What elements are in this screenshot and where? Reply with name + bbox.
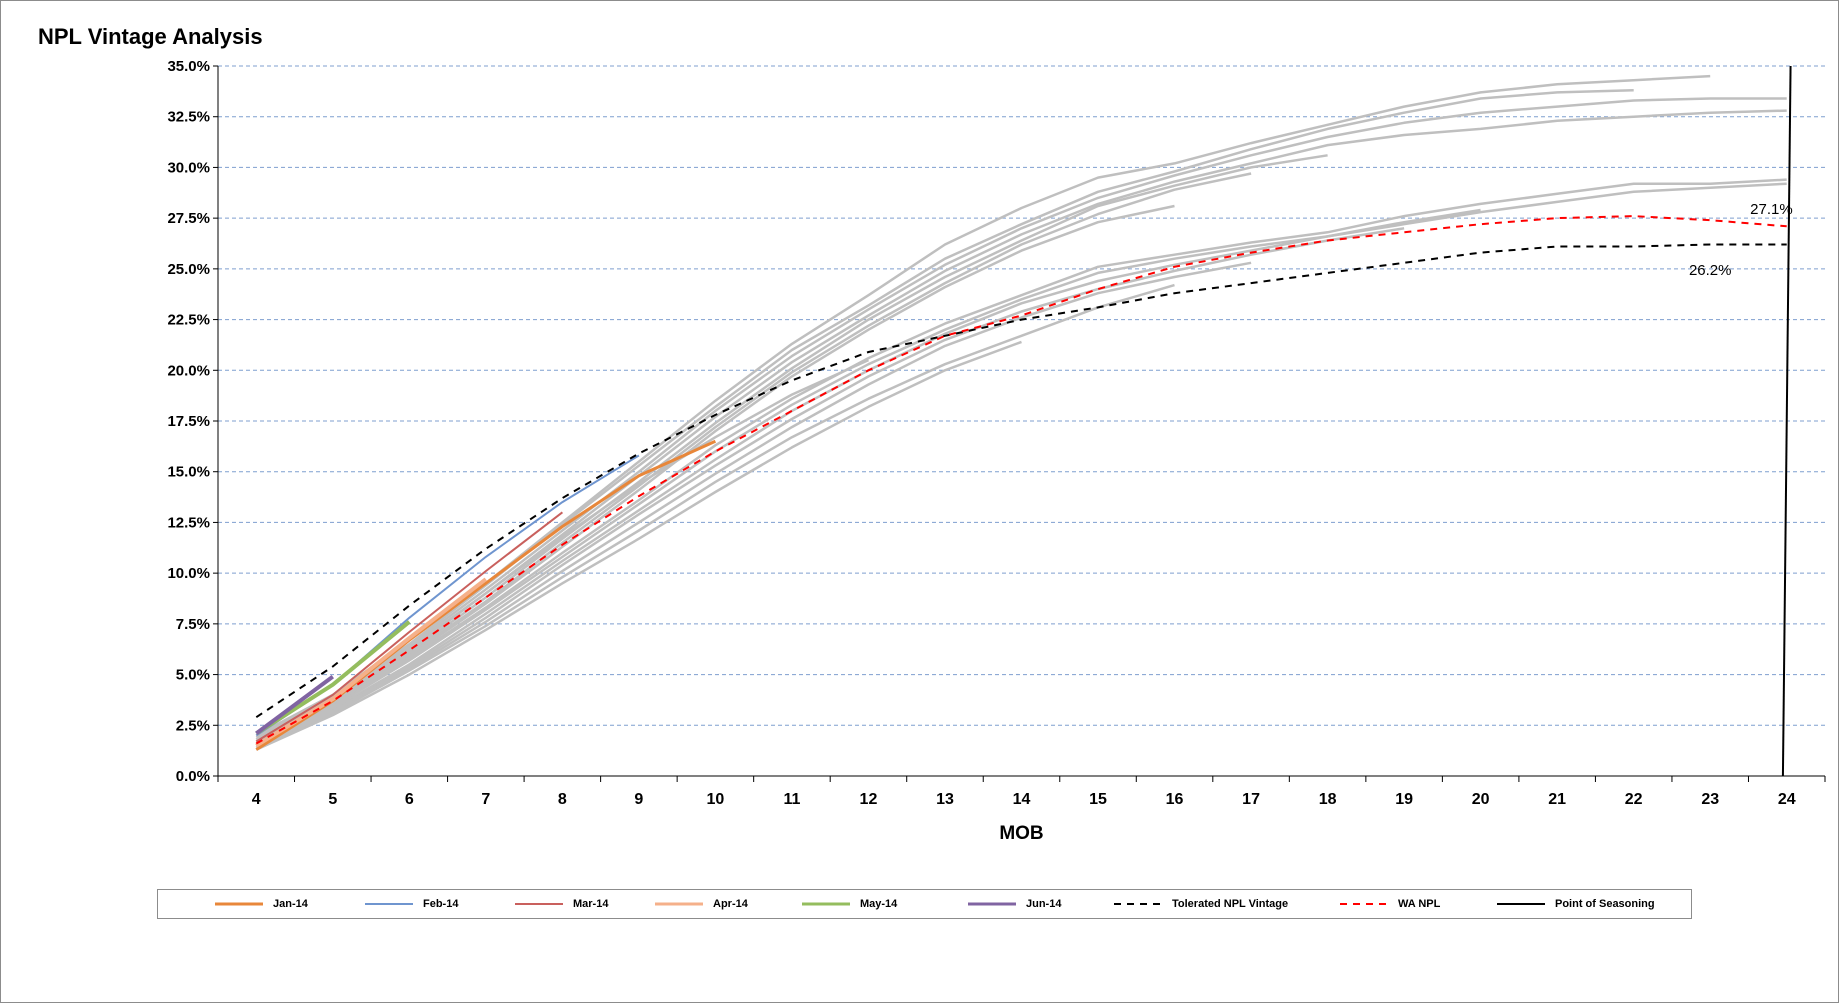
- y-tick-label: 20.0%: [167, 362, 210, 379]
- legend-item: Feb-14: [363, 890, 458, 918]
- y-tick-label: 10.0%: [167, 565, 210, 582]
- y-tick-label: 25.0%: [167, 261, 210, 278]
- x-tick-label: 17: [1242, 791, 1260, 808]
- legend-label: Tolerated NPL Vintage: [1172, 898, 1289, 910]
- x-tick-label: 6: [405, 791, 414, 808]
- legend-item: Apr-14: [653, 890, 748, 918]
- x-tick-label: 7: [481, 791, 490, 808]
- y-tick-label: 12.5%: [167, 514, 210, 531]
- legend-label: Feb-14: [423, 898, 459, 910]
- legend-label: Jan-14: [273, 898, 308, 910]
- y-tick-label: 15.0%: [167, 464, 210, 481]
- series-line-jun-14: [255, 674, 334, 736]
- legend-swatch: [655, 902, 703, 906]
- y-tick-label: 22.5%: [167, 312, 210, 329]
- y-tick-label: 5.0%: [176, 667, 210, 684]
- legend-swatch: [968, 902, 1016, 906]
- legend-swatch: [1497, 903, 1545, 905]
- y-tick-label: 30.0%: [167, 159, 210, 176]
- series-line-tolerated-npl-vintage: [255, 243, 1787, 719]
- legend-swatch: [515, 903, 563, 905]
- background-vintage-line: [255, 340, 1022, 751]
- legend-swatch: [365, 903, 413, 905]
- x-tick-label: 19: [1395, 791, 1413, 808]
- legend-item: Jan-14: [213, 890, 308, 918]
- y-tick-label: 2.5%: [176, 717, 210, 734]
- background-vintage-line: [255, 154, 1328, 743]
- x-tick-label: 8: [558, 791, 567, 808]
- x-tick-label: 21: [1548, 791, 1566, 808]
- x-tick-label: 14: [1013, 791, 1031, 808]
- x-tick-label: 12: [860, 791, 878, 808]
- data-label: 27.1%: [1750, 201, 1793, 218]
- x-tick-label: 16: [1166, 791, 1184, 808]
- x-tick-label: 23: [1701, 791, 1719, 808]
- x-tick-label: 22: [1625, 791, 1643, 808]
- background-vintage-line: [255, 227, 1405, 749]
- x-tick-label: 5: [328, 791, 337, 808]
- series-line-feb-14: [255, 454, 640, 737]
- legend-label: Jun-14: [1026, 898, 1062, 910]
- x-tick-label: 24: [1778, 791, 1796, 808]
- legend-swatch: [215, 902, 263, 906]
- x-tick-label: 13: [936, 791, 954, 808]
- y-tick-label: 7.5%: [176, 616, 210, 633]
- legend-label: Point of Seasoning: [1555, 898, 1655, 910]
- series-line-may-14: [255, 620, 411, 736]
- legend-swatch: [802, 902, 850, 906]
- legend-item: Point of Seasoning: [1495, 890, 1655, 918]
- chart-title: NPL Vintage Analysis: [38, 24, 263, 49]
- background-vintage-line: [255, 178, 1787, 745]
- background-vintage-line: [255, 172, 1252, 743]
- legend-item: Mar-14: [513, 890, 608, 918]
- background-vintage-line: [255, 182, 1787, 747]
- x-tick-label: 4: [252, 791, 261, 808]
- legend-label: WA NPL: [1398, 898, 1441, 910]
- legend-item: WA NPL: [1338, 890, 1440, 918]
- background-vintage-line: [255, 283, 1175, 751]
- x-tick-label: 15: [1089, 791, 1107, 808]
- x-axis-label: MOB: [999, 823, 1043, 844]
- legend-item: Jun-14: [966, 890, 1061, 918]
- series-line-wa-npl: [255, 215, 1787, 745]
- x-tick-label: 20: [1472, 791, 1490, 808]
- y-tick-label: 0.0%: [176, 768, 210, 785]
- y-tick-label: 27.5%: [167, 210, 210, 227]
- point-of-seasoning-line: [1781, 65, 1792, 777]
- legend-item: Tolerated NPL Vintage: [1112, 890, 1288, 918]
- x-tick-label: 11: [783, 791, 800, 808]
- background-vintage-line: [255, 89, 1634, 739]
- background-vintage-line: [255, 97, 1787, 741]
- legend-label: Mar-14: [573, 898, 609, 910]
- x-tick-label: 18: [1319, 791, 1337, 808]
- background-vintage-line: [255, 208, 1481, 747]
- chart-legend: Jan-14 Feb-14 Mar-14 Apr-14 May-14 Jun-14 Tole…: [157, 889, 1692, 919]
- x-tick-label: 9: [634, 791, 643, 808]
- legend-label: Apr-14: [713, 898, 748, 910]
- legend-swatch: [1114, 903, 1162, 905]
- legend-item: May-14: [800, 890, 897, 918]
- legend-label: May-14: [860, 898, 898, 910]
- data-label: 26.2%: [1689, 262, 1732, 279]
- background-vintage-line: [255, 261, 1252, 749]
- background-vintage-line: [255, 109, 1787, 741]
- series-line-mar-14: [255, 511, 564, 743]
- y-tick-label: 17.5%: [167, 413, 210, 430]
- y-tick-label: 35.0%: [167, 58, 210, 75]
- background-vintage-line: [255, 204, 1175, 745]
- legend-swatch: [1340, 903, 1388, 905]
- y-tick-label: 32.5%: [167, 109, 210, 126]
- x-tick-label: 10: [707, 791, 725, 808]
- background-vintage-line: [255, 358, 870, 747]
